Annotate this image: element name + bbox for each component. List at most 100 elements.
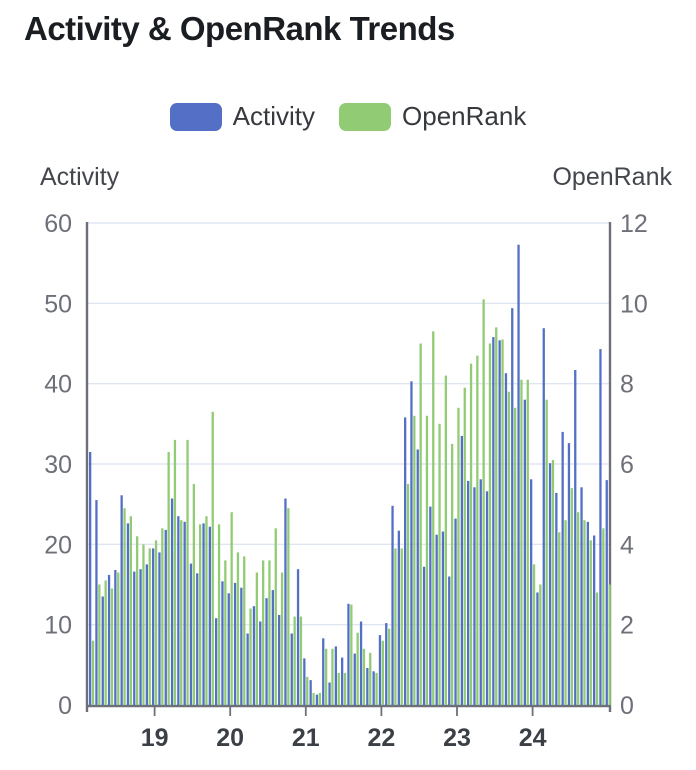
activity-bar[interactable] bbox=[429, 506, 432, 705]
activity-bar[interactable] bbox=[504, 373, 508, 705]
activity-bar[interactable] bbox=[126, 523, 130, 705]
openrank-bar[interactable] bbox=[117, 572, 120, 706]
openrank-bar[interactable] bbox=[249, 608, 252, 705]
openrank-bar[interactable] bbox=[236, 552, 240, 705]
activity-bar[interactable] bbox=[296, 569, 300, 705]
openrank-bar[interactable] bbox=[589, 540, 592, 705]
openrank-bar[interactable] bbox=[192, 484, 195, 705]
activity-bar[interactable] bbox=[114, 570, 117, 705]
openrank-bar[interactable] bbox=[551, 460, 555, 705]
activity-bar[interactable] bbox=[89, 452, 92, 705]
activity-bar[interactable] bbox=[101, 596, 104, 706]
openrank-bar[interactable] bbox=[318, 693, 321, 705]
activity-bar[interactable] bbox=[359, 621, 363, 706]
openrank-bar[interactable] bbox=[224, 560, 227, 705]
activity-bar[interactable] bbox=[448, 576, 451, 706]
activity-bar[interactable] bbox=[492, 337, 495, 705]
openrank-bar[interactable] bbox=[148, 548, 151, 705]
openrank-bar[interactable] bbox=[337, 672, 340, 705]
activity-bar[interactable] bbox=[133, 571, 136, 705]
activity-bar[interactable] bbox=[555, 492, 558, 705]
activity-bar[interactable] bbox=[145, 564, 148, 705]
openrank-bar[interactable] bbox=[564, 520, 567, 705]
openrank-bar[interactable] bbox=[161, 528, 164, 705]
openrank-bar[interactable] bbox=[217, 524, 221, 706]
openrank-bar[interactable] bbox=[413, 415, 416, 705]
activity-bar[interactable] bbox=[259, 621, 262, 706]
activity-bar[interactable] bbox=[498, 340, 501, 705]
activity-bar[interactable] bbox=[177, 516, 180, 705]
activity-bar[interactable] bbox=[586, 521, 589, 705]
activity-bar[interactable] bbox=[208, 526, 211, 705]
openrank-bar[interactable] bbox=[444, 375, 447, 705]
activity-bar[interactable] bbox=[410, 381, 413, 705]
activity-bar[interactable] bbox=[536, 592, 539, 706]
openrank-bar[interactable] bbox=[602, 528, 605, 705]
activity-bar[interactable] bbox=[271, 590, 274, 705]
openrank-bar[interactable] bbox=[350, 604, 353, 705]
openrank-bar[interactable] bbox=[469, 363, 473, 705]
activity-bar[interactable] bbox=[183, 521, 186, 705]
activity-bar[interactable] bbox=[479, 479, 482, 705]
activity-bar[interactable] bbox=[517, 244, 520, 705]
openrank-bar[interactable] bbox=[463, 387, 466, 705]
activity-bar[interactable] bbox=[593, 535, 596, 706]
activity-bar[interactable] bbox=[334, 646, 337, 705]
activity-bar[interactable] bbox=[322, 638, 325, 705]
openrank-bar[interactable] bbox=[501, 339, 504, 706]
openrank-bar[interactable] bbox=[457, 407, 460, 705]
activity-bar[interactable] bbox=[353, 653, 356, 705]
openrank-bar[interactable] bbox=[293, 616, 296, 705]
openrank-bar[interactable] bbox=[211, 411, 214, 705]
openrank-bar[interactable] bbox=[583, 520, 586, 705]
activity-bar[interactable] bbox=[290, 633, 293, 706]
openrank-bar[interactable] bbox=[532, 564, 536, 705]
openrank-bar[interactable] bbox=[406, 484, 410, 705]
activity-bar[interactable] bbox=[189, 563, 193, 705]
openrank-bar[interactable] bbox=[312, 693, 315, 705]
activity-bar[interactable] bbox=[511, 308, 514, 705]
openrank-bar[interactable] bbox=[199, 524, 202, 706]
openrank-bar[interactable] bbox=[167, 452, 170, 705]
openrank-bar[interactable] bbox=[91, 640, 95, 705]
openrank-bar[interactable] bbox=[180, 520, 183, 705]
activity-bar[interactable] bbox=[561, 431, 564, 705]
openrank-bar[interactable] bbox=[526, 379, 529, 705]
openrank-bar[interactable] bbox=[595, 592, 599, 706]
openrank-bar[interactable] bbox=[356, 632, 359, 705]
activity-bar[interactable] bbox=[347, 603, 350, 705]
openrank-bar[interactable] bbox=[325, 648, 328, 705]
activity-bar[interactable] bbox=[152, 548, 155, 706]
openrank-bar[interactable] bbox=[362, 648, 366, 705]
activity-bar[interactable] bbox=[284, 498, 287, 706]
openrank-bar[interactable] bbox=[476, 355, 479, 705]
openrank-bar[interactable] bbox=[545, 399, 548, 705]
activity-bar[interactable] bbox=[599, 349, 602, 705]
openrank-bar[interactable] bbox=[388, 628, 391, 705]
openrank-bar[interactable] bbox=[255, 572, 258, 706]
activity-bar[interactable] bbox=[372, 671, 375, 705]
openrank-bar[interactable] bbox=[514, 407, 517, 705]
activity-bar[interactable] bbox=[95, 500, 98, 705]
openrank-bar[interactable] bbox=[186, 439, 189, 705]
activity-bar[interactable] bbox=[404, 417, 407, 705]
activity-bar[interactable] bbox=[605, 480, 608, 705]
activity-bar[interactable] bbox=[467, 480, 470, 705]
activity-bar[interactable] bbox=[278, 615, 281, 705]
openrank-bar[interactable] bbox=[142, 544, 145, 705]
activity-bar[interactable] bbox=[120, 495, 123, 705]
openrank-bar[interactable] bbox=[274, 528, 277, 705]
openrank-bar[interactable] bbox=[425, 415, 429, 705]
activity-bar[interactable] bbox=[378, 635, 382, 705]
activity-bar[interactable] bbox=[341, 657, 344, 705]
openrank-bar[interactable] bbox=[432, 331, 435, 705]
activity-bar[interactable] bbox=[265, 598, 268, 705]
activity-bar[interactable] bbox=[252, 606, 256, 705]
activity-bar[interactable] bbox=[309, 680, 312, 705]
openrank-bar[interactable] bbox=[287, 508, 290, 705]
activity-bar[interactable] bbox=[315, 694, 319, 705]
activity-bar[interactable] bbox=[523, 399, 526, 705]
activity-bar[interactable] bbox=[567, 443, 571, 705]
openrank-bar[interactable] bbox=[154, 540, 158, 705]
activity-bar[interactable] bbox=[485, 491, 489, 705]
